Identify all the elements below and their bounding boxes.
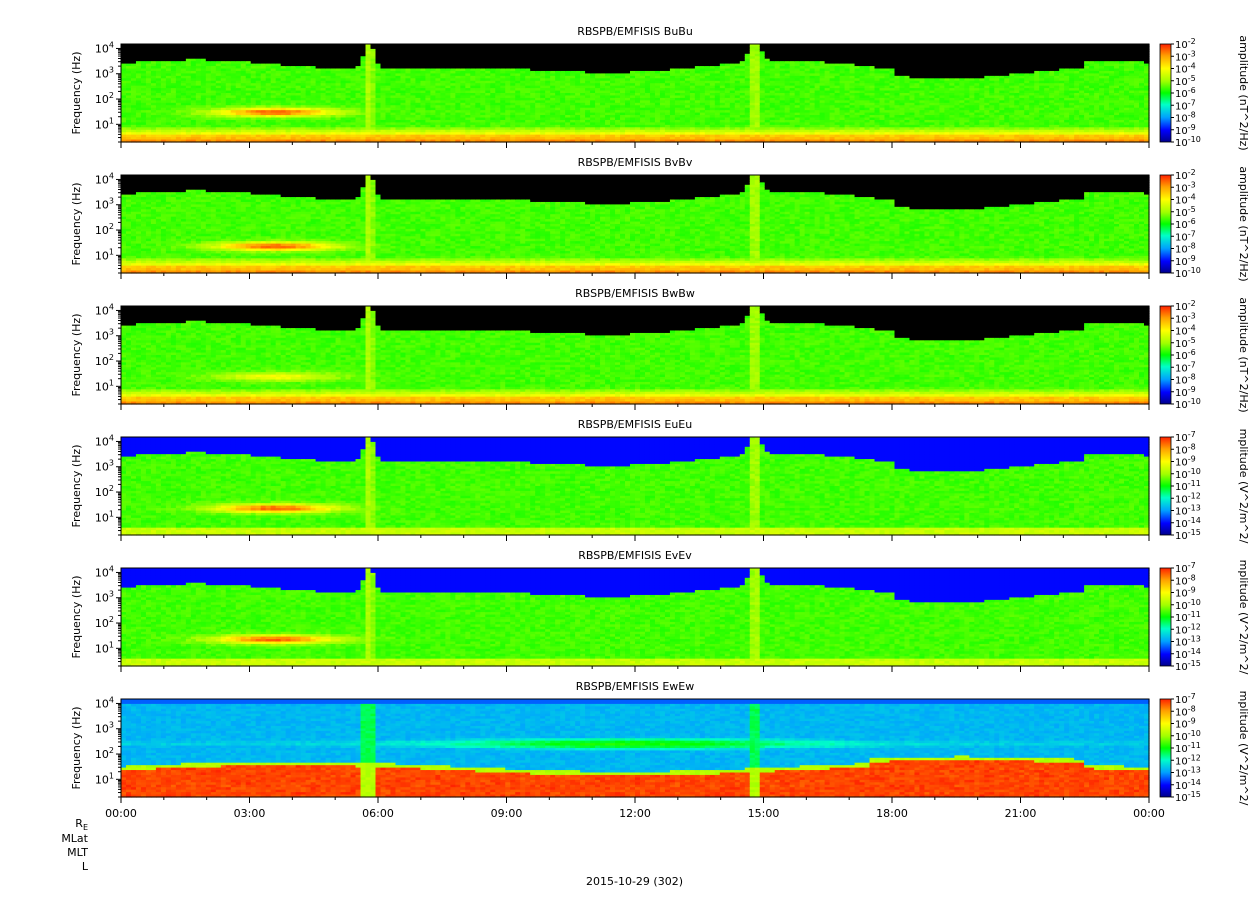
panel-title: RBSPB/EMFISIS BuBu (577, 25, 693, 38)
y-axis-label: Frequency (Hz) (70, 52, 83, 135)
heatmap-cells (121, 44, 1150, 143)
